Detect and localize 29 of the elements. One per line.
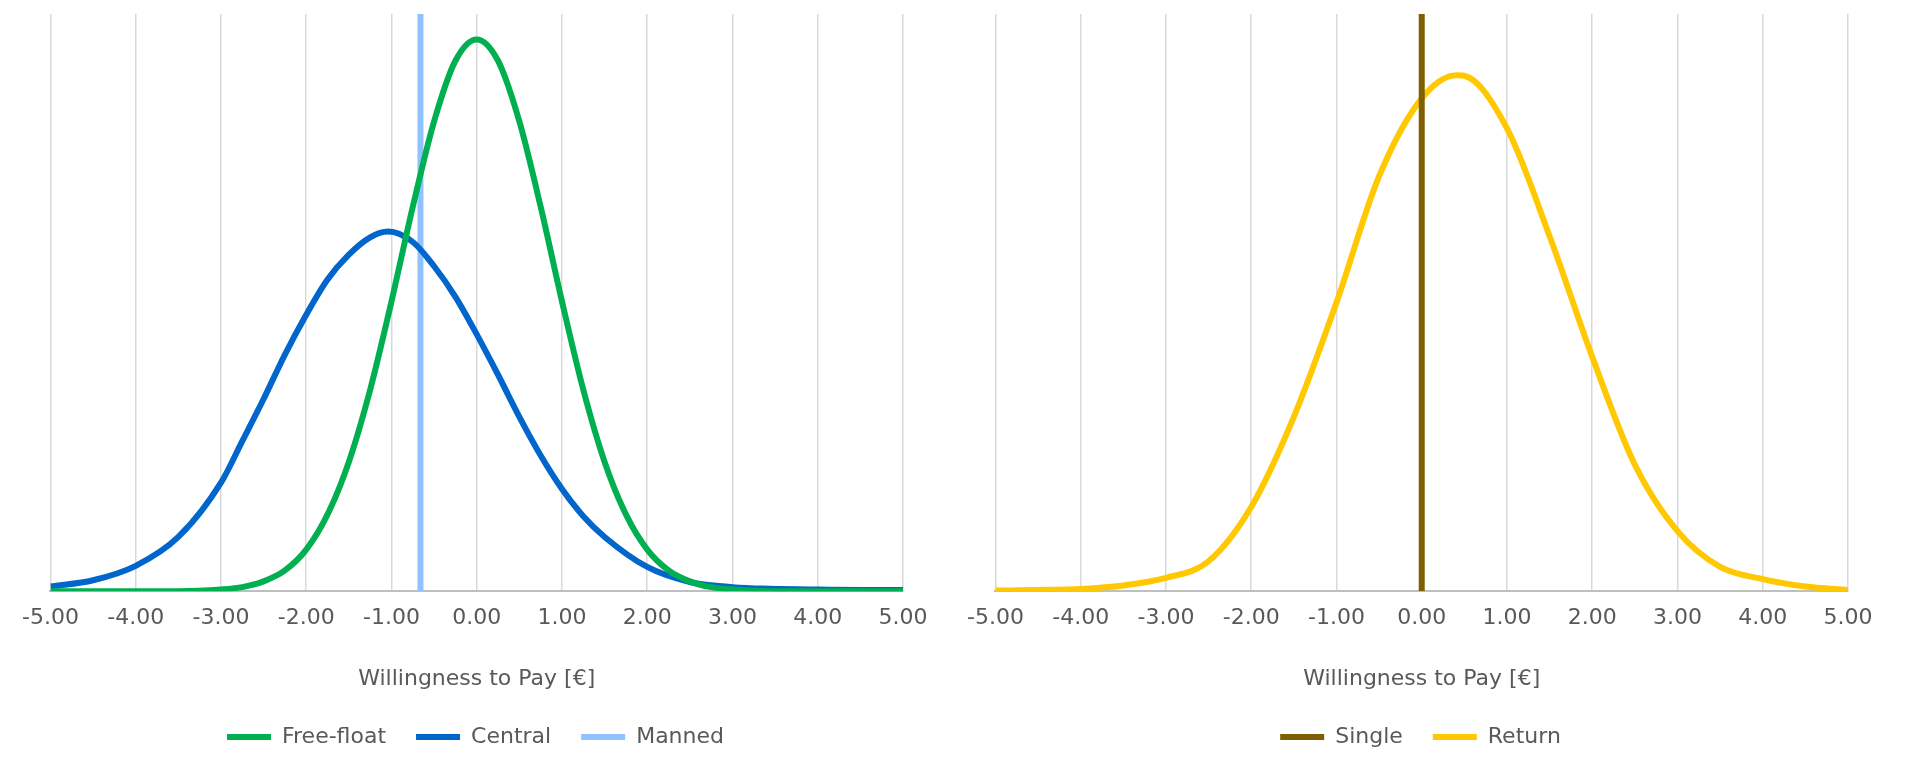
x-tick-label: -5.00: [966, 604, 1024, 630]
x-tick-label: 2.00: [1567, 604, 1617, 630]
x-tick-label: 4.00: [1738, 604, 1788, 630]
x-tick-label: 3.00: [708, 604, 757, 630]
x-tick-label: -1.00: [1308, 604, 1365, 630]
x-tick-label: 4.00: [793, 604, 843, 630]
legend-label: Manned: [636, 722, 725, 748]
x-tick-label: -3.00: [1137, 604, 1195, 630]
x-axis-title: Willingness to Pay [€]: [358, 664, 596, 690]
x-tick-label: 0.00: [452, 604, 502, 630]
x-tick-label: 0.00: [1397, 604, 1447, 630]
x-tick-label: -4.00: [107, 604, 165, 630]
x-axis-title: Willingness to Pay [€]: [1303, 664, 1541, 690]
x-tick-label: 5.00: [878, 604, 928, 630]
x-tick-label: 1.00: [537, 604, 587, 630]
x-tick-label: 2.00: [622, 604, 672, 630]
legend-label: Central: [471, 722, 552, 748]
legend-label: Return: [1487, 722, 1561, 748]
x-tick-label: -5.00: [21, 604, 79, 630]
x-tick-label: -1.00: [363, 604, 420, 630]
legend-label: Free-float: [282, 722, 387, 748]
x-tick-label: -2.00: [1222, 604, 1280, 630]
x-tick-label: 3.00: [1653, 604, 1702, 630]
x-tick-label: 1.00: [1482, 604, 1532, 630]
x-tick-label: 5.00: [1823, 604, 1873, 630]
x-tick-label: -2.00: [277, 604, 335, 630]
x-tick-label: -4.00: [1052, 604, 1110, 630]
legend-label: Single: [1335, 722, 1403, 748]
x-tick-label: -3.00: [192, 604, 250, 630]
